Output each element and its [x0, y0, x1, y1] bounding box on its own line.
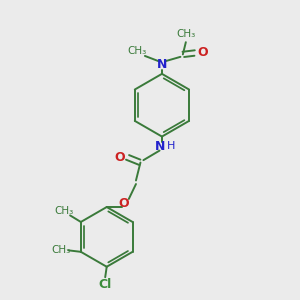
Text: O: O [115, 151, 125, 164]
Text: CH₃: CH₃ [51, 245, 70, 255]
Text: N: N [157, 58, 167, 71]
Text: CH₃: CH₃ [176, 29, 196, 39]
Text: CH₃: CH₃ [54, 206, 73, 216]
Text: Cl: Cl [99, 278, 112, 291]
Text: H: H [167, 141, 176, 151]
Text: N: N [155, 140, 166, 153]
Text: O: O [118, 197, 129, 210]
Text: CH₃: CH₃ [127, 46, 146, 56]
Text: O: O [197, 46, 208, 59]
